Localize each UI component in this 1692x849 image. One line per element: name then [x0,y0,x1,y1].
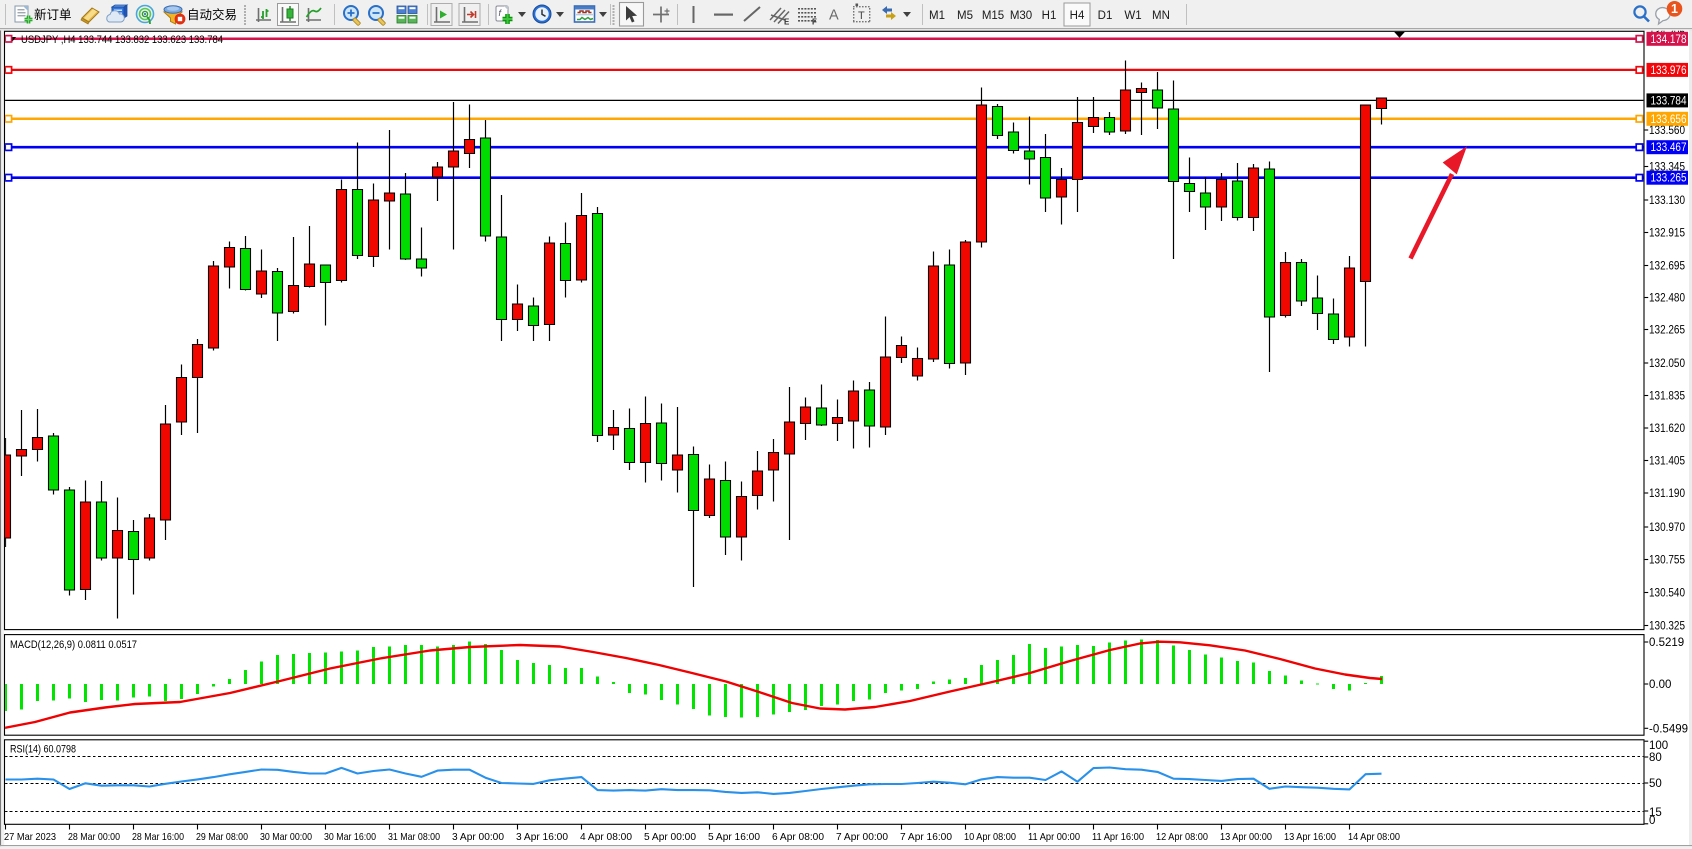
svg-text:80: 80 [1649,752,1662,764]
svg-text:12 Apr 08:00: 12 Apr 08:00 [1156,831,1208,843]
svg-text:10 Apr 08:00: 10 Apr 08:00 [964,831,1016,843]
svg-text:132.480: 132.480 [1649,293,1685,305]
svg-text:3 Apr 00:00: 3 Apr 00:00 [452,831,504,843]
svg-text:1: 1 [1671,2,1678,16]
svg-text:28 Mar 16:00: 28 Mar 16:00 [132,831,184,843]
svg-text:7 Apr 00:00: 7 Apr 00:00 [836,831,888,843]
svg-text:133.656: 133.656 [1651,114,1687,126]
svg-text:134.205: 134.205 [1649,27,1685,39]
svg-text:13 Apr 16:00: 13 Apr 16:00 [1284,831,1336,843]
svg-text:T: T [858,10,865,22]
svg-text:131.620: 131.620 [1649,423,1685,435]
svg-text:133.467: 133.467 [1651,142,1687,154]
svg-text:M5: M5 [957,10,973,22]
svg-text:6 Apr 08:00: 6 Apr 08:00 [772,831,824,843]
svg-text:USDJPY ,H4 133.744 133.832 13: USDJPY ,H4 133.744 133.832 133.623 133.7… [21,34,223,46]
svg-text:28 Mar 00:00: 28 Mar 00:00 [68,831,120,843]
svg-text:D1: D1 [1098,10,1113,22]
svg-text:5 Apr 16:00: 5 Apr 16:00 [708,831,760,843]
svg-text:133.345: 133.345 [1649,162,1685,174]
svg-text:新订单: 新订单 [34,7,72,22]
svg-text:27 Mar 2023: 27 Mar 2023 [4,831,56,843]
svg-text:131.835: 131.835 [1649,391,1685,403]
svg-text:MACD(12,26,9) 0.0811 0.0517: MACD(12,26,9) 0.0811 0.0517 [10,639,137,651]
svg-text:29 Mar 08:00: 29 Mar 08:00 [196,831,248,843]
svg-text:132.265: 132.265 [1649,325,1685,337]
svg-text:130.325: 130.325 [1649,621,1685,633]
svg-text:F: F [812,18,817,27]
svg-text:133.784: 133.784 [1651,95,1688,107]
svg-text:133.265: 133.265 [1651,173,1687,185]
svg-text:M1: M1 [929,10,945,22]
svg-text:15: 15 [1649,807,1662,819]
svg-text:11 Apr 00:00: 11 Apr 00:00 [1028,831,1080,843]
svg-text:11 Apr 16:00: 11 Apr 16:00 [1092,831,1144,843]
svg-text:M15: M15 [982,10,1004,22]
svg-text:14 Apr 08:00: 14 Apr 08:00 [1348,831,1400,843]
svg-text:30 Mar 00:00: 30 Mar 00:00 [260,831,312,843]
svg-text:132.050: 132.050 [1649,358,1685,370]
svg-text:MN: MN [1152,10,1170,22]
svg-text:31 Mar 08:00: 31 Mar 08:00 [388,831,440,843]
svg-text:100: 100 [1649,740,1668,752]
svg-text:30 Mar 16:00: 30 Mar 16:00 [324,831,376,843]
svg-text:5 Apr 00:00: 5 Apr 00:00 [644,831,696,843]
svg-text:132.915: 132.915 [1649,228,1685,240]
svg-text:-0.5499: -0.5499 [1649,723,1688,735]
svg-text:0: 0 [1649,815,1655,827]
svg-text:RSI(14) 60.0798: RSI(14) 60.0798 [10,744,76,756]
svg-text:自动交易: 自动交易 [187,7,237,22]
svg-text:M30: M30 [1010,10,1032,22]
svg-text:A: A [829,8,839,24]
svg-text:3 Apr 16:00: 3 Apr 16:00 [516,831,568,843]
svg-text:133.560: 133.560 [1649,125,1685,137]
svg-text:W1: W1 [1124,10,1141,22]
svg-text:133.976: 133.976 [1651,65,1687,77]
svg-text:130.970: 130.970 [1649,522,1685,534]
svg-text:E: E [784,18,790,27]
svg-text:130.755: 130.755 [1649,555,1685,567]
svg-text:134.178: 134.178 [1651,34,1687,46]
svg-text:0.00: 0.00 [1649,679,1671,691]
svg-text:132.695: 132.695 [1649,261,1685,273]
svg-text:130.540: 130.540 [1649,588,1685,600]
svg-text:133.130: 133.130 [1649,195,1685,207]
svg-text:f: f [499,8,503,18]
svg-text:0.5219: 0.5219 [1649,637,1684,649]
svg-text:131.405: 131.405 [1649,456,1685,468]
svg-text:4 Apr 08:00: 4 Apr 08:00 [580,831,632,843]
svg-text:7 Apr 16:00: 7 Apr 16:00 [900,831,952,843]
svg-text:50: 50 [1649,778,1662,790]
svg-text:H1: H1 [1042,10,1057,22]
svg-text:H4: H4 [1070,10,1085,22]
svg-text:131.190: 131.190 [1649,488,1685,500]
svg-text:13 Apr 00:00: 13 Apr 00:00 [1220,831,1272,843]
